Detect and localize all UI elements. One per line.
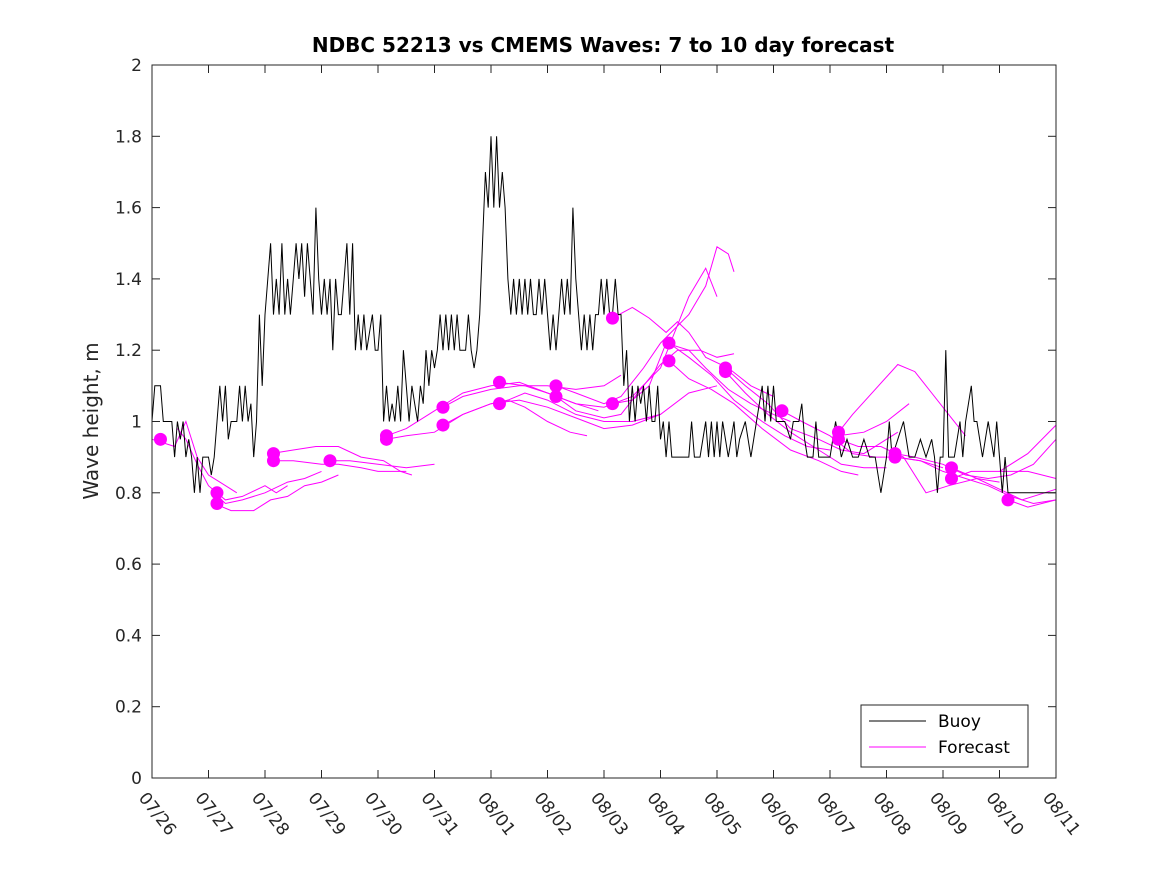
forecast-marker-22 — [831, 432, 845, 446]
forecast-marker-15 — [605, 397, 619, 411]
x-tick-label: 08/11 — [1038, 789, 1084, 840]
forecast-marker-26 — [944, 472, 958, 486]
forecast-line-5 — [270, 460, 407, 472]
y-tick-label: 0 — [131, 769, 142, 789]
plot-area — [151, 136, 1057, 512]
forecast-line-17 — [668, 342, 831, 451]
forecast-line-24 — [838, 403, 910, 437]
forecast-marker-20 — [775, 404, 789, 418]
y-axis-label: Wave height, m — [79, 342, 103, 499]
y-tick-label: 0.8 — [115, 484, 142, 504]
x-tick-label: 07/30 — [360, 789, 406, 840]
buoy-line — [151, 136, 1056, 494]
forecast-marker-1 — [210, 486, 224, 500]
y-tick-label: 1.2 — [115, 341, 142, 361]
forecast-line-2 — [213, 470, 322, 505]
forecast-line-21 — [781, 410, 944, 469]
forecast-marker-24 — [888, 450, 902, 464]
forecast-marker-17 — [662, 354, 676, 368]
chart-title: NDBC 52213 vs CMEMS Waves: 7 to 10 day f… — [312, 33, 895, 57]
x-tick-label: 08/07 — [812, 789, 858, 840]
x-tick-label: 07/28 — [247, 789, 293, 840]
forecast-marker-8 — [436, 400, 450, 414]
forecast-line-13 — [555, 246, 735, 405]
legend: Buoy Forecast — [860, 704, 1029, 768]
forecast-marker-14 — [605, 311, 619, 325]
forecast-line-11 — [499, 267, 718, 408]
forecast-line-7 — [386, 399, 588, 440]
forecast-line-25 — [894, 438, 1057, 480]
x-tick-label: 08/10 — [982, 789, 1028, 840]
y-tick-label: 1.6 — [115, 199, 142, 219]
forecast-marker-11 — [492, 397, 506, 411]
forecast-marker-0 — [153, 432, 167, 446]
x-tick-label: 08/08 — [869, 789, 915, 840]
x-tick-label: 08/09 — [925, 789, 971, 840]
forecast-marker-5 — [323, 454, 337, 468]
forecast-line-26 — [894, 456, 1057, 505]
y-tick-label: 1.4 — [115, 270, 142, 290]
x-tick-label: 07/27 — [191, 789, 237, 840]
y-tick-label: 0.4 — [115, 626, 142, 646]
forecast-line-18 — [668, 360, 859, 476]
x-tick-label: 07/29 — [304, 789, 350, 840]
x-tick-label: 07/31 — [417, 789, 463, 840]
legend-box — [860, 704, 1029, 768]
x-tick-label: 08/01 — [473, 789, 519, 840]
legend-buoy-label: Buoy — [938, 712, 981, 732]
forecast-marker-25 — [944, 461, 958, 475]
y-tick-label: 1 — [131, 413, 142, 433]
x-tick-label: 08/05 — [699, 789, 745, 840]
forecast-line-29 — [1007, 499, 1057, 508]
forecast-marker-7 — [379, 432, 393, 446]
forecast-marker-27 — [1001, 493, 1015, 507]
forecast-line-22 — [838, 363, 966, 437]
x-tick-label: 08/04 — [643, 789, 689, 840]
forecast-marker-9 — [436, 418, 450, 432]
forecast-line-6 — [327, 460, 435, 469]
forecast-line-23 — [838, 438, 1000, 494]
y-tick-label: 0.6 — [115, 555, 142, 575]
forecast-line-30 — [999, 424, 1057, 472]
forecast-line-15 — [612, 306, 774, 397]
forecast-marker-13 — [549, 390, 563, 404]
x-tick-label: 08/02 — [530, 789, 576, 840]
forecast-line-14 — [555, 349, 735, 419]
forecast-line-4 — [270, 446, 413, 476]
forecast-marker-4 — [266, 454, 280, 468]
forecast-marker-2 — [210, 496, 224, 510]
y-tick-label: 2 — [131, 56, 142, 76]
forecast-marker-10 — [492, 375, 506, 389]
legend-forecast-label: Forecast — [938, 738, 1010, 758]
forecast-line-10 — [442, 399, 661, 430]
forecast-line-12 — [499, 385, 718, 422]
forecast-marker-16 — [662, 336, 676, 350]
x-tick-label: 08/06 — [756, 789, 802, 840]
forecast-line-3 — [214, 474, 339, 512]
y-tick-label: 1.8 — [115, 127, 142, 147]
x-tick-label: 08/03 — [586, 789, 632, 840]
forecast-marker-12 — [549, 379, 563, 393]
forecast-line-9 — [442, 374, 622, 408]
x-tick-label: 07/26 — [134, 789, 180, 840]
y-tick-label: 0.2 — [115, 698, 142, 718]
forecast-line-19 — [725, 367, 899, 455]
forecast-marker-19 — [718, 365, 732, 379]
